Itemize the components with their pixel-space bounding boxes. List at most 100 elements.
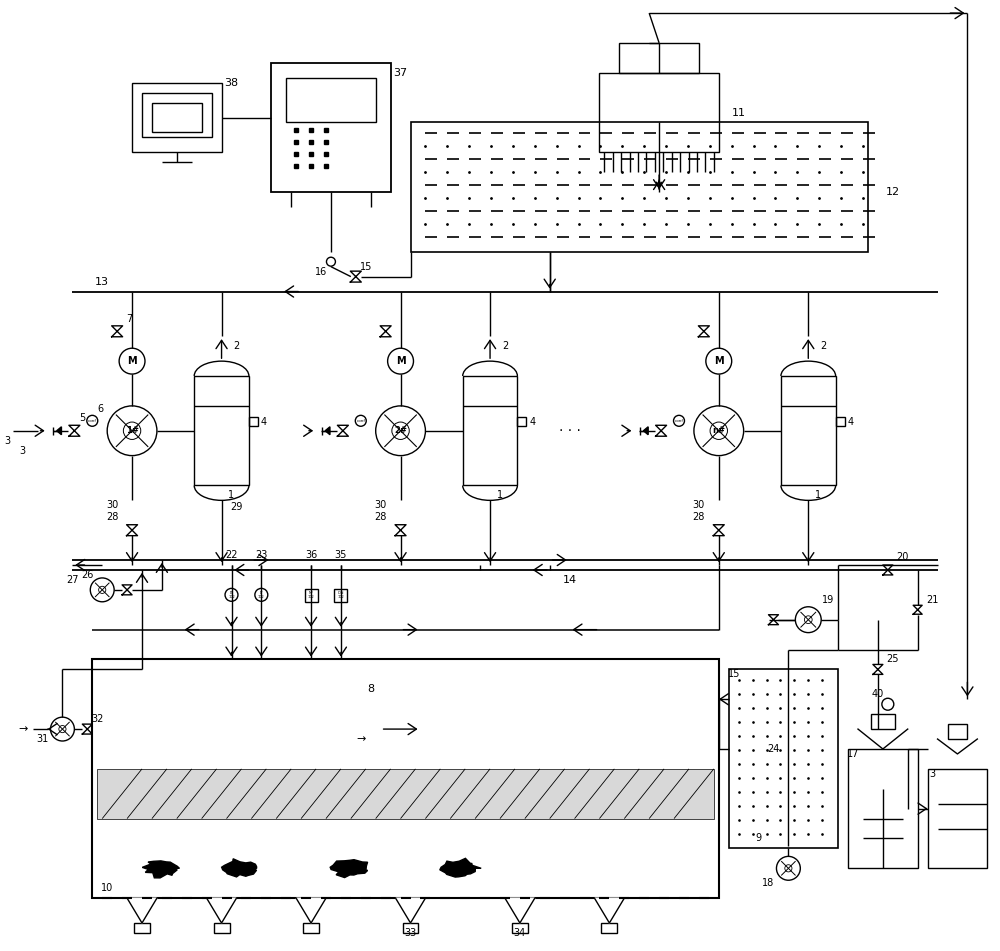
Text: 1: 1 bbox=[228, 491, 235, 500]
Bar bbox=[871, 714, 895, 729]
Text: 10: 10 bbox=[101, 883, 113, 893]
Circle shape bbox=[119, 348, 145, 374]
Text: 30: 30 bbox=[693, 500, 705, 511]
Bar bbox=[132, 83, 222, 152]
Text: LT
102: LT 102 bbox=[258, 591, 265, 599]
Text: 18: 18 bbox=[762, 878, 775, 888]
Bar bbox=[599, 72, 719, 152]
Text: 30: 30 bbox=[375, 500, 387, 511]
Bar bbox=[411, 123, 868, 252]
Text: 7: 7 bbox=[126, 315, 132, 324]
Text: conf: conf bbox=[675, 418, 683, 423]
Bar bbox=[305, 589, 318, 602]
Polygon shape bbox=[127, 898, 157, 923]
Text: conf: conf bbox=[88, 418, 97, 423]
Text: n#: n# bbox=[712, 426, 725, 436]
Text: 3: 3 bbox=[930, 768, 936, 779]
Bar bbox=[334, 589, 347, 602]
Text: 35: 35 bbox=[335, 550, 347, 560]
Polygon shape bbox=[505, 898, 535, 923]
Text: 31: 31 bbox=[36, 734, 49, 744]
Bar bbox=[194, 376, 249, 485]
Polygon shape bbox=[440, 859, 481, 877]
Text: 6: 6 bbox=[97, 404, 103, 414]
Text: 2: 2 bbox=[233, 341, 240, 351]
Text: 2: 2 bbox=[820, 341, 826, 351]
Bar bbox=[97, 768, 714, 819]
Bar bbox=[848, 749, 918, 868]
Text: 28: 28 bbox=[693, 513, 705, 522]
Text: 5: 5 bbox=[79, 413, 85, 423]
Circle shape bbox=[107, 406, 157, 456]
Polygon shape bbox=[325, 427, 330, 435]
Text: MF
102: MF 102 bbox=[308, 591, 314, 599]
Text: 37: 37 bbox=[393, 68, 408, 78]
Bar bbox=[729, 670, 838, 848]
Text: 1#: 1# bbox=[126, 426, 138, 436]
Bar bbox=[781, 376, 836, 485]
Bar bbox=[601, 923, 617, 933]
Text: 28: 28 bbox=[374, 513, 387, 522]
Text: 2#: 2# bbox=[394, 426, 407, 436]
Text: 3: 3 bbox=[20, 446, 26, 456]
Text: 15: 15 bbox=[360, 262, 372, 272]
Polygon shape bbox=[330, 860, 368, 878]
Bar bbox=[836, 417, 845, 426]
Polygon shape bbox=[396, 898, 425, 923]
Bar bbox=[142, 92, 212, 137]
Text: 36: 36 bbox=[305, 550, 317, 560]
Text: 22: 22 bbox=[225, 550, 238, 560]
Circle shape bbox=[795, 607, 821, 632]
Bar bbox=[92, 659, 719, 898]
Polygon shape bbox=[594, 898, 624, 923]
Text: 20: 20 bbox=[897, 552, 909, 562]
Text: →: → bbox=[18, 724, 27, 734]
Polygon shape bbox=[296, 898, 326, 923]
Text: 17: 17 bbox=[847, 749, 859, 759]
Polygon shape bbox=[207, 898, 236, 923]
Text: 19: 19 bbox=[822, 594, 834, 605]
Text: 4: 4 bbox=[261, 417, 267, 427]
Text: 25: 25 bbox=[887, 654, 899, 665]
Text: 1: 1 bbox=[815, 491, 821, 500]
Circle shape bbox=[776, 856, 800, 881]
Text: conf: conf bbox=[356, 418, 365, 423]
Bar bbox=[286, 78, 376, 123]
Text: 11: 11 bbox=[732, 107, 746, 118]
Polygon shape bbox=[222, 859, 257, 877]
Polygon shape bbox=[142, 861, 179, 878]
Bar bbox=[619, 43, 699, 72]
Text: 14: 14 bbox=[563, 575, 577, 585]
Bar bbox=[271, 63, 391, 192]
Text: 23: 23 bbox=[255, 550, 268, 560]
Text: 38: 38 bbox=[224, 78, 239, 87]
Circle shape bbox=[388, 348, 413, 374]
Bar bbox=[928, 768, 987, 868]
Text: 15: 15 bbox=[728, 670, 740, 679]
Text: M: M bbox=[714, 356, 724, 366]
Text: 32: 32 bbox=[91, 714, 103, 724]
Text: 3: 3 bbox=[5, 436, 11, 446]
Bar bbox=[403, 923, 418, 933]
Text: 34: 34 bbox=[514, 928, 526, 938]
Text: 40: 40 bbox=[872, 689, 884, 699]
Text: M: M bbox=[127, 356, 137, 366]
Text: 8: 8 bbox=[367, 685, 374, 694]
Text: 2: 2 bbox=[502, 341, 508, 351]
Bar bbox=[249, 417, 258, 426]
Bar bbox=[134, 923, 150, 933]
Text: 12: 12 bbox=[886, 187, 900, 197]
Bar bbox=[517, 417, 526, 426]
Circle shape bbox=[376, 406, 425, 456]
Text: 21: 21 bbox=[926, 594, 939, 605]
Text: M: M bbox=[396, 356, 405, 366]
Text: 24: 24 bbox=[767, 744, 780, 754]
Bar bbox=[152, 103, 202, 132]
Text: 26: 26 bbox=[81, 570, 93, 580]
Text: 1: 1 bbox=[497, 491, 503, 500]
Text: 30: 30 bbox=[106, 500, 118, 511]
Text: 9: 9 bbox=[755, 833, 762, 844]
Text: 33: 33 bbox=[404, 928, 417, 938]
Text: 13: 13 bbox=[95, 277, 109, 286]
Circle shape bbox=[694, 406, 744, 456]
